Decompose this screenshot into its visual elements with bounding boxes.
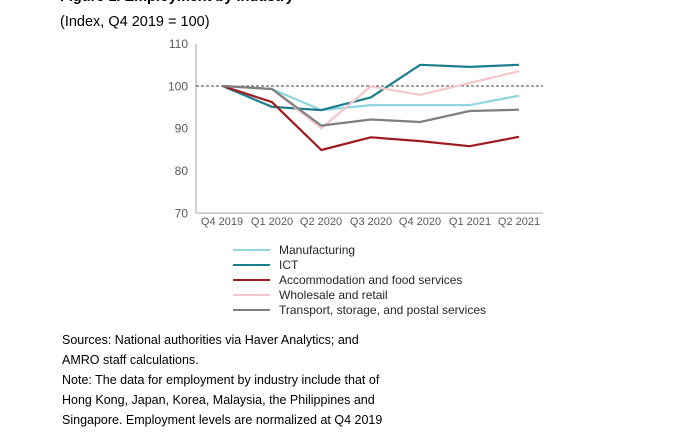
svg-text:Q4 2020: Q4 2020 [399, 216, 441, 228]
svg-text:90: 90 [175, 122, 189, 136]
svg-text:110: 110 [169, 37, 188, 51]
svg-text:Q1 2020: Q1 2020 [251, 216, 293, 228]
svg-text:Q2 2021: Q2 2021 [498, 216, 540, 228]
svg-text:100: 100 [168, 80, 188, 94]
svg-text:70: 70 [175, 207, 189, 221]
svg-text:Q3 2020: Q3 2020 [350, 216, 392, 228]
svg-text:Q4 2019: Q4 2019 [201, 216, 243, 228]
svg-text:Q2 2020: Q2 2020 [300, 216, 342, 228]
svg-text:Q1 2021: Q1 2021 [449, 216, 491, 228]
svg-text:80: 80 [175, 164, 189, 178]
